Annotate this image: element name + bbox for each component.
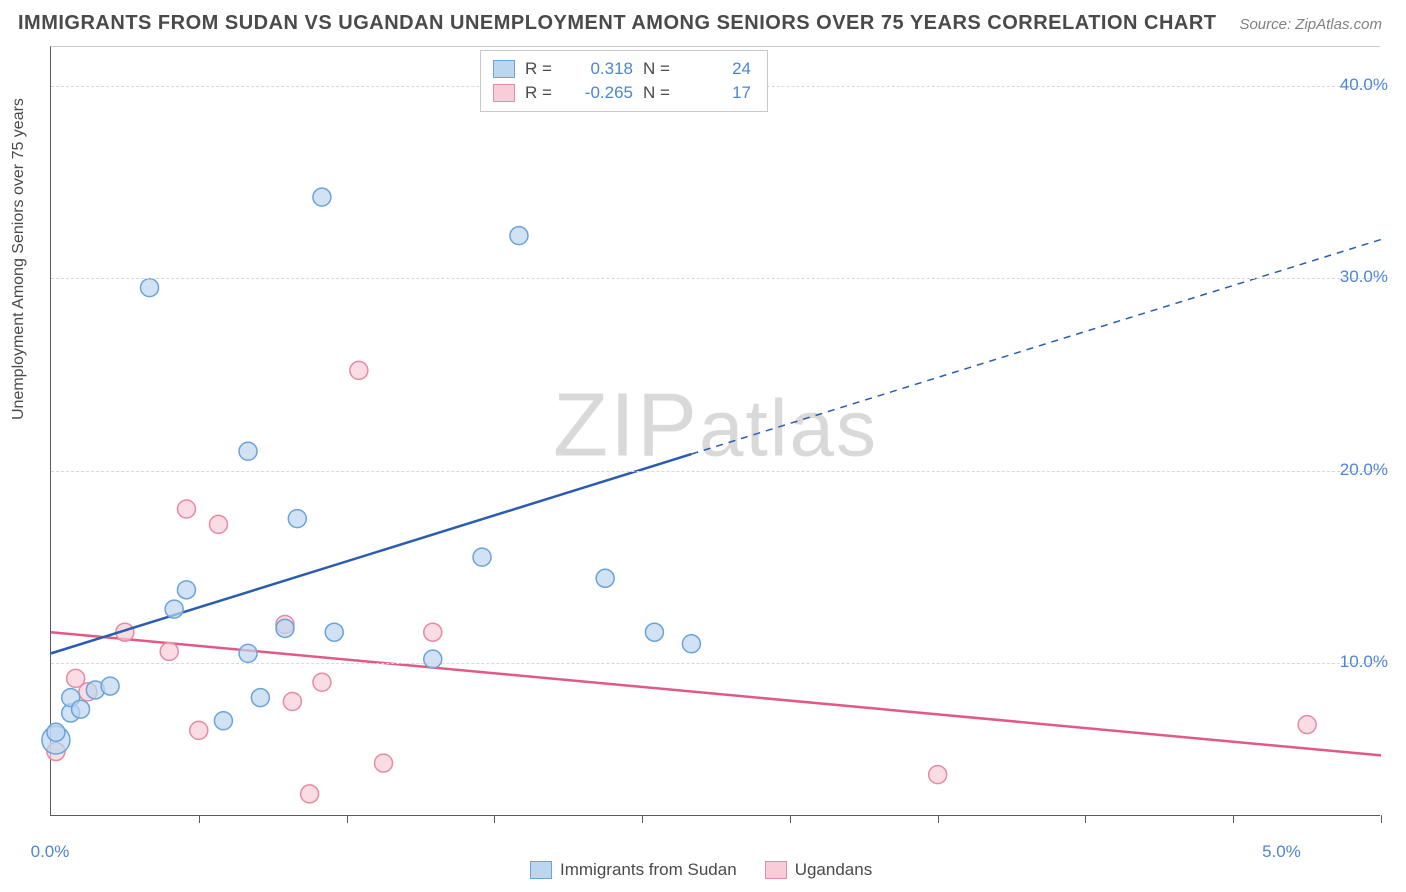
- n-label: N =: [643, 59, 677, 79]
- data-point: [350, 361, 368, 379]
- data-point: [239, 644, 257, 662]
- data-point: [101, 677, 119, 695]
- chart-title: IMMIGRANTS FROM SUDAN VS UGANDAN UNEMPLO…: [18, 12, 1217, 35]
- chart-svg: [51, 47, 1380, 815]
- x-axis-min-label: 0.0%: [31, 842, 70, 862]
- plot-area: ZIPatlas: [50, 46, 1380, 816]
- data-point: [251, 689, 269, 707]
- x-tick: [1085, 815, 1086, 823]
- data-point: [47, 723, 65, 741]
- gridline: [51, 471, 1380, 472]
- y-tick-label: 30.0%: [1340, 267, 1388, 287]
- y-tick-label: 40.0%: [1340, 75, 1388, 95]
- legend-item-uganda: Ugandans: [765, 860, 873, 880]
- r-label: R =: [525, 59, 559, 79]
- x-tick: [642, 815, 643, 823]
- data-point: [1298, 716, 1316, 734]
- data-point: [160, 642, 178, 660]
- n-value-sudan: 24: [687, 59, 751, 79]
- data-point: [209, 515, 227, 533]
- data-point: [473, 548, 491, 566]
- swatch-uganda: [765, 861, 787, 879]
- y-tick-label: 10.0%: [1340, 652, 1388, 672]
- data-point: [72, 700, 90, 718]
- r-label: R =: [525, 83, 559, 103]
- y-axis-label: Unemployment Among Seniors over 75 years: [10, 98, 28, 420]
- data-point: [424, 650, 442, 668]
- swatch-sudan: [530, 861, 552, 879]
- n-value-uganda: 17: [687, 83, 751, 103]
- data-point: [239, 442, 257, 460]
- series-legend: Immigrants from Sudan Ugandans: [530, 860, 872, 880]
- x-tick: [494, 815, 495, 823]
- r-value-sudan: 0.318: [569, 59, 633, 79]
- data-point: [214, 712, 232, 730]
- data-point: [141, 279, 159, 297]
- data-point: [165, 600, 183, 618]
- data-point: [645, 623, 663, 641]
- y-tick-label: 20.0%: [1340, 460, 1388, 480]
- n-label: N =: [643, 83, 677, 103]
- data-point: [177, 581, 195, 599]
- x-tick: [199, 815, 200, 823]
- source-attribution: Source: ZipAtlas.com: [1239, 16, 1382, 33]
- data-point: [375, 754, 393, 772]
- data-point: [190, 721, 208, 739]
- legend-item-sudan: Immigrants from Sudan: [530, 860, 737, 880]
- gridline: [51, 278, 1380, 279]
- data-point: [510, 227, 528, 245]
- legend-label-sudan: Immigrants from Sudan: [560, 860, 737, 880]
- legend-row-sudan: R = 0.318 N = 24: [493, 57, 751, 81]
- legend-row-uganda: R = -0.265 N = 17: [493, 81, 751, 105]
- correlation-legend: R = 0.318 N = 24 R = -0.265 N = 17: [480, 50, 768, 112]
- data-point: [682, 635, 700, 653]
- r-value-uganda: -0.265: [569, 83, 633, 103]
- data-point: [424, 623, 442, 641]
- data-point: [313, 673, 331, 691]
- gridline: [51, 663, 1380, 664]
- x-tick: [1381, 815, 1382, 823]
- x-tick: [347, 815, 348, 823]
- legend-label-uganda: Ugandans: [795, 860, 873, 880]
- data-point: [177, 500, 195, 518]
- swatch-sudan: [493, 60, 515, 78]
- data-point: [301, 785, 319, 803]
- x-tick: [790, 815, 791, 823]
- data-point: [283, 693, 301, 711]
- x-tick: [1233, 815, 1234, 823]
- x-axis-max-label: 5.0%: [1262, 842, 1301, 862]
- data-point: [288, 510, 306, 528]
- data-point: [276, 619, 294, 637]
- data-point: [313, 188, 331, 206]
- swatch-uganda: [493, 84, 515, 102]
- data-point: [929, 766, 947, 784]
- x-tick: [938, 815, 939, 823]
- data-point: [596, 569, 614, 587]
- data-point: [325, 623, 343, 641]
